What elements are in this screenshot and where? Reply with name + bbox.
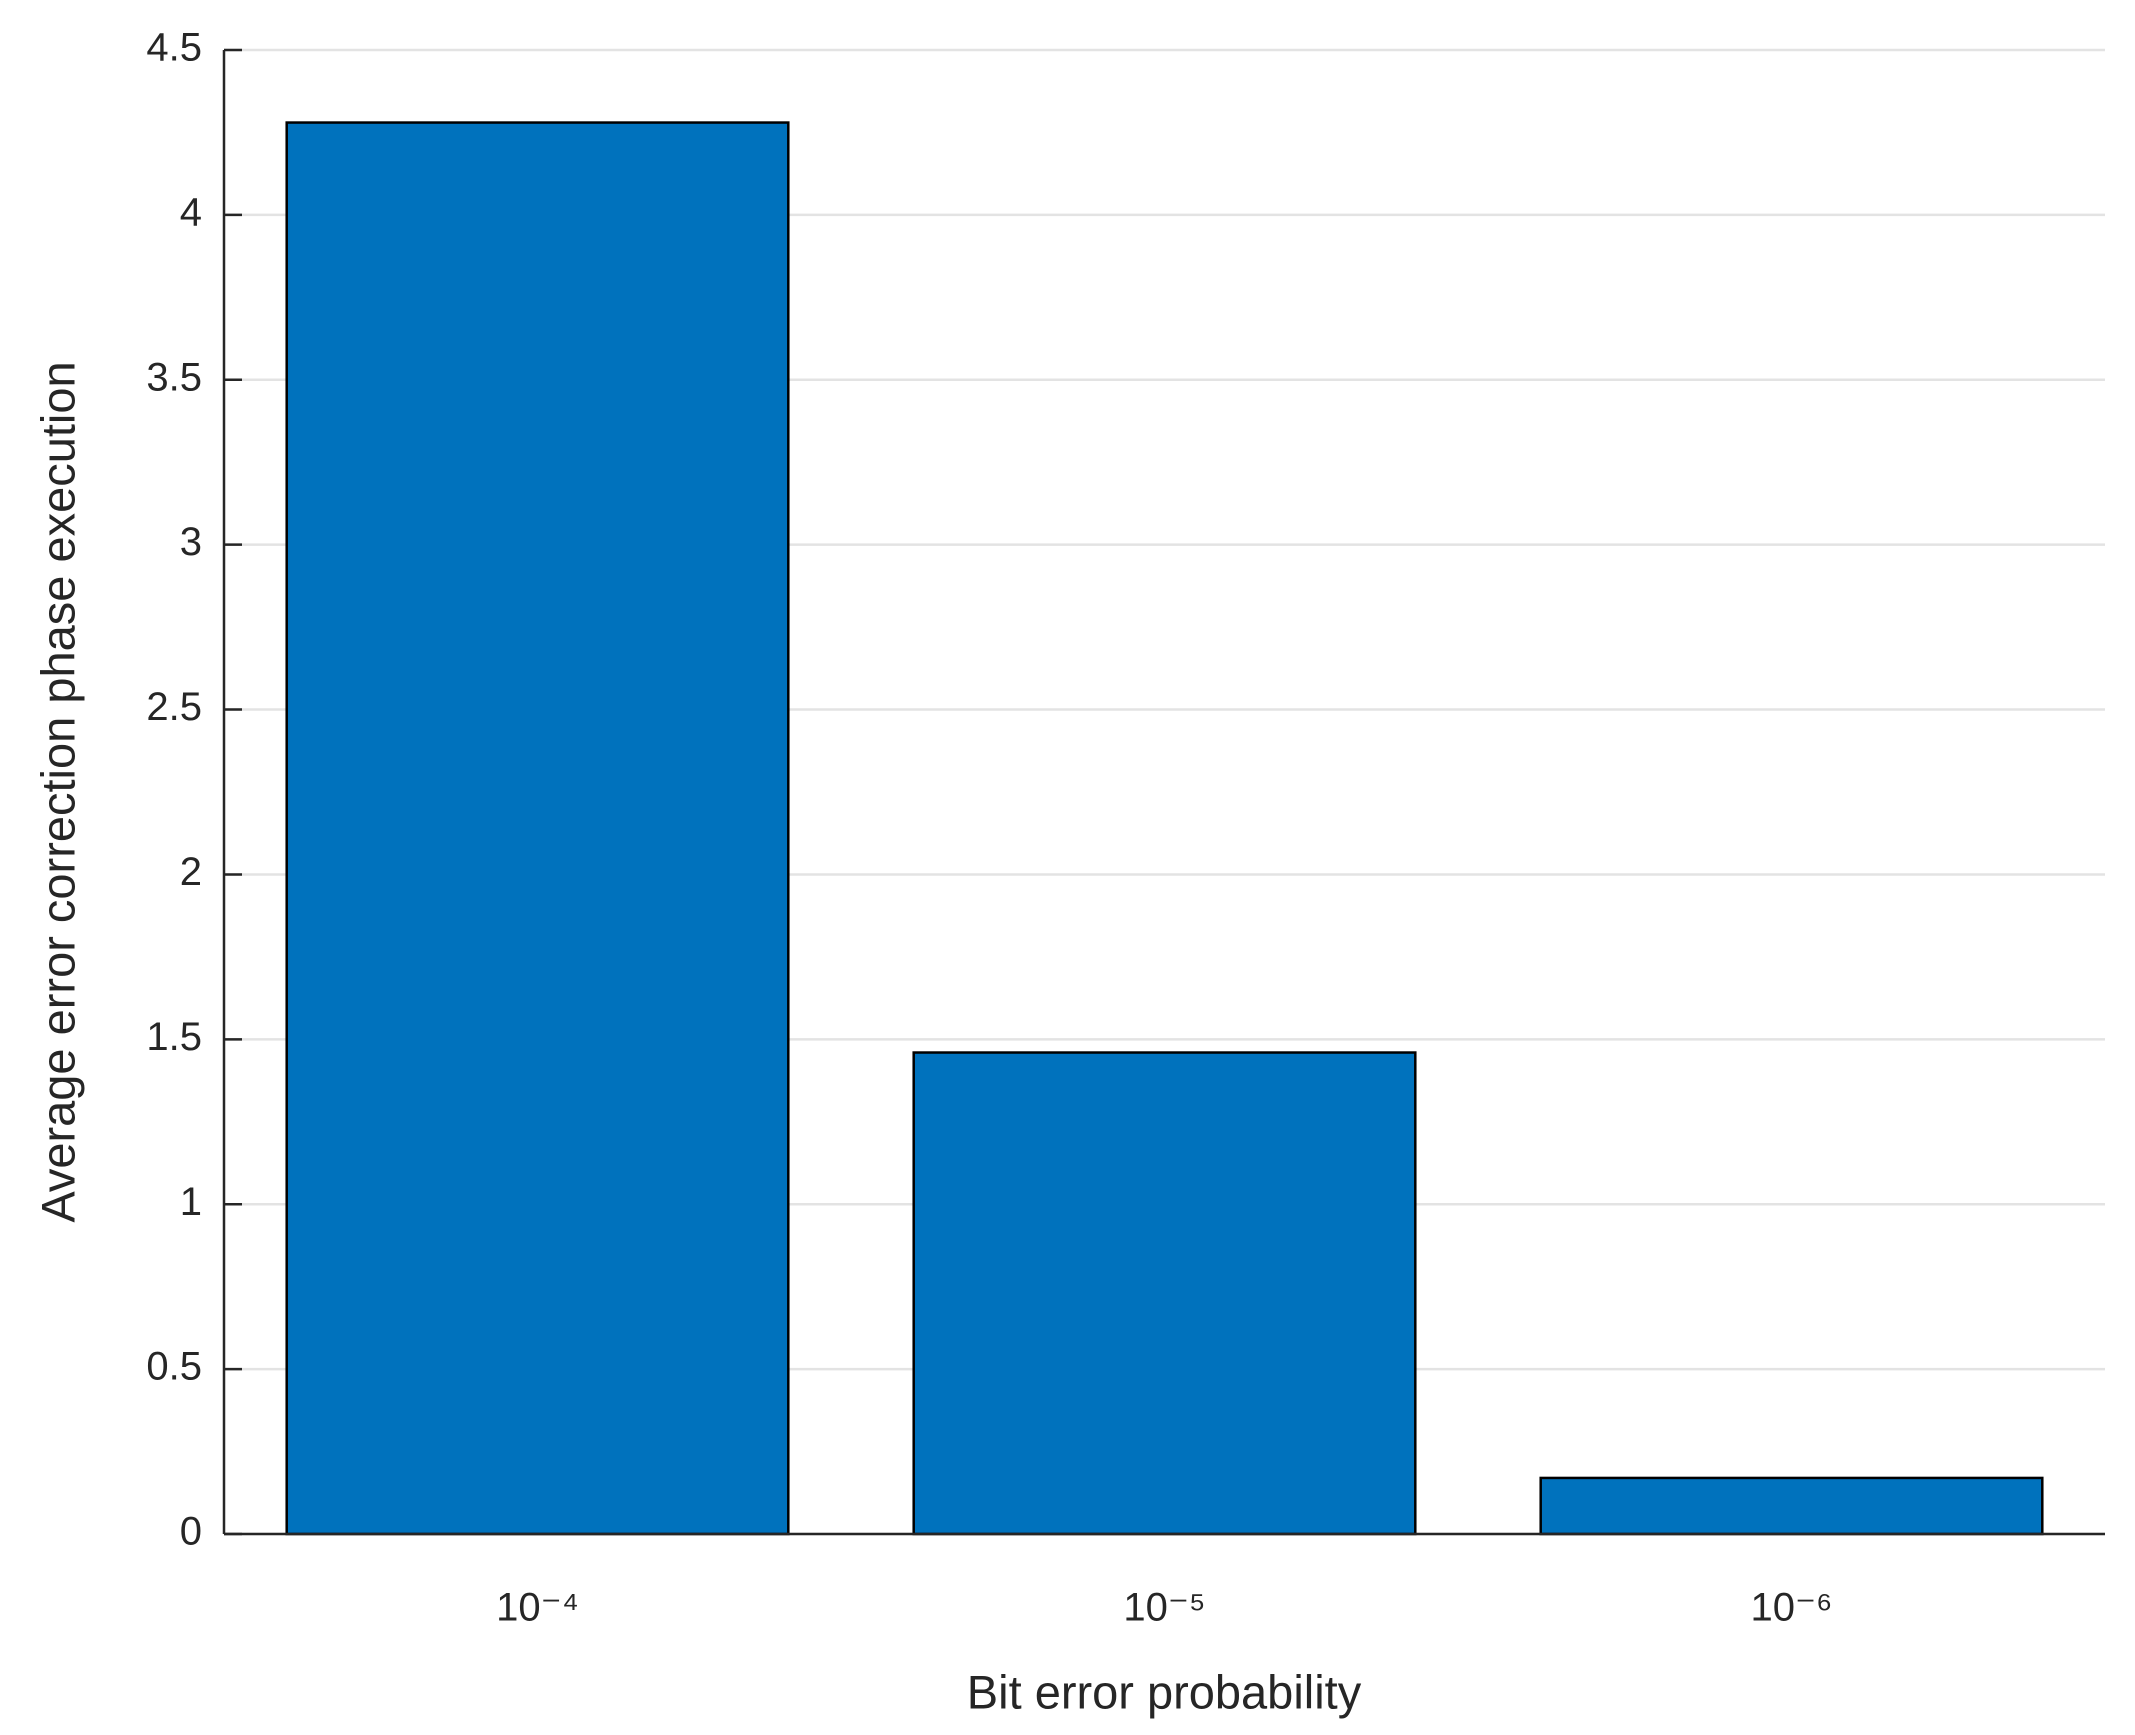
y-tick-label: 2.5 (146, 685, 202, 729)
y-tick-label: 1 (180, 1180, 202, 1224)
y-tick-label: 3.5 (146, 355, 202, 399)
x-tick-label: 10⁻⁶ (1750, 1586, 1832, 1630)
bar (285, 121, 790, 1536)
x-tick-label: 10⁻⁵ (1123, 1586, 1205, 1630)
bar (1539, 1476, 2044, 1536)
y-tick-label: 3 (180, 520, 202, 564)
y-tick-label: 4.5 (146, 26, 202, 70)
x-axis-label: Bit error probability (967, 1665, 1362, 1718)
y-tick-label: 1.5 (146, 1015, 202, 1059)
y-tick-label: 0 (180, 1510, 202, 1554)
y-axis-label: Average error correction phase execution (31, 361, 84, 1222)
y-tick-label: 4 (180, 190, 202, 234)
x-tick-label: 10⁻⁴ (496, 1586, 579, 1630)
bar (912, 1051, 1417, 1536)
y-tick-label: 2 (180, 850, 202, 894)
y-tick-label: 0.5 (146, 1345, 202, 1389)
